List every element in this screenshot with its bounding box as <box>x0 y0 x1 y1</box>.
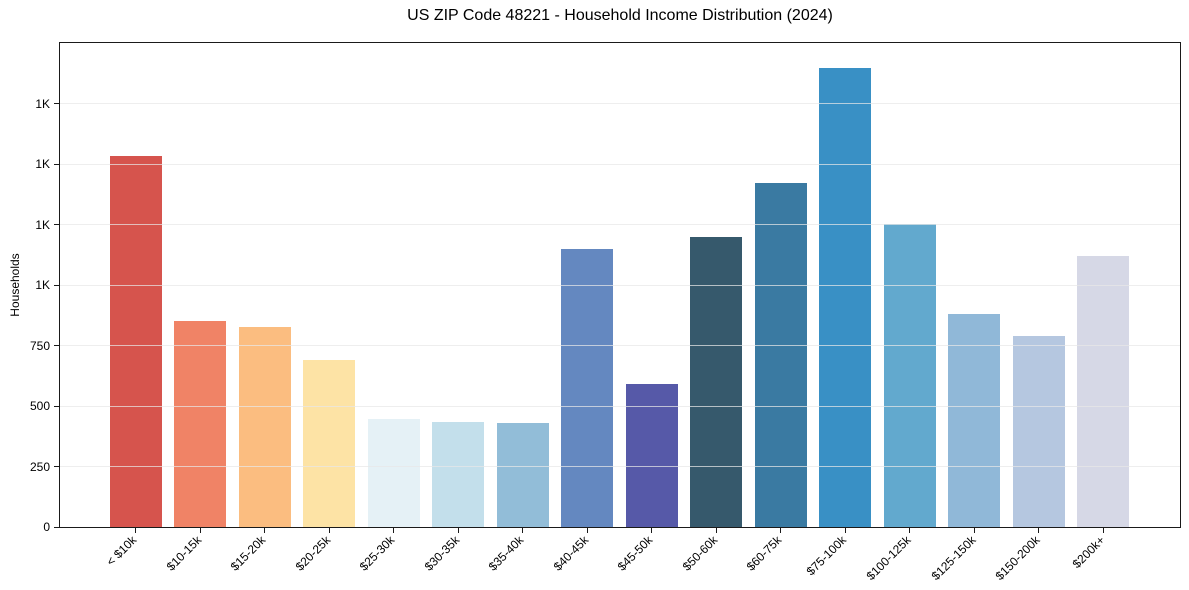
gridline <box>60 466 1180 467</box>
plot-area <box>60 43 1180 527</box>
x-tick-label: $75-100k <box>803 533 850 579</box>
x-tick-mark <box>135 528 136 533</box>
x-tick-mark <box>199 528 201 533</box>
y-tick-label: 750 <box>29 338 50 353</box>
x-tick-mark <box>651 528 653 533</box>
x-tick-mark <box>844 528 846 533</box>
y-tick-label: 1K <box>35 217 50 232</box>
x-tick-mark <box>715 528 717 533</box>
gridline <box>60 224 1180 225</box>
x-tick-label: $20-25k <box>292 533 333 574</box>
x-tick-label: $25-30k <box>356 533 398 574</box>
gridline <box>60 163 1180 165</box>
x-tick-mark <box>328 528 330 533</box>
x-tick-label: $125-150k <box>928 533 979 584</box>
bar <box>238 326 291 527</box>
y-tick-label: 500 <box>29 399 50 413</box>
x-tick-label: $100-125k <box>863 533 914 584</box>
bar <box>819 67 872 527</box>
bar <box>625 383 678 527</box>
bar <box>561 249 614 527</box>
y-tick-mark <box>54 345 59 346</box>
y-tick-mark <box>54 405 59 407</box>
x-tick-mark <box>457 528 459 533</box>
x-tick-label: $10-15k <box>163 533 204 574</box>
y-tick-label: 250 <box>29 459 50 474</box>
chart-title: US ZIP Code 48221 - Household Income Dis… <box>407 7 833 24</box>
x-tick-label: $150-200k <box>992 533 1043 584</box>
x-tick-mark <box>264 528 266 533</box>
y-tick-mark <box>54 526 59 528</box>
y-tick-mark <box>54 284 59 286</box>
bar <box>948 314 1001 527</box>
gridline <box>60 103 1180 104</box>
gridline <box>60 284 1180 286</box>
y-tick-label: 0 <box>43 520 50 534</box>
x-tick-label: $30-35k <box>421 533 463 574</box>
x-tick-mark <box>973 528 975 533</box>
y-tick-label: 1K <box>35 278 50 292</box>
x-tick-mark <box>909 528 911 533</box>
x-tick-label: $15-20k <box>227 533 269 574</box>
bar <box>174 321 227 527</box>
bar <box>883 224 936 527</box>
y-tick-label: 1K <box>35 157 50 171</box>
x-tick-label: $50-60k <box>679 533 721 574</box>
x-tick-label: < $10k <box>103 533 140 569</box>
y-tick-mark <box>54 103 59 104</box>
y-tick-mark <box>54 224 59 225</box>
x-tick-mark <box>1038 528 1040 533</box>
y-tick-label: 1K <box>35 96 50 111</box>
x-tick-mark <box>1102 528 1104 533</box>
x-tick-label: $40-45k <box>550 533 592 574</box>
bar <box>1077 256 1130 527</box>
bar <box>432 421 485 527</box>
gridline <box>60 345 1180 346</box>
gridline <box>60 405 1180 407</box>
x-tick-label: $200k+ <box>1069 533 1108 571</box>
bar <box>754 183 807 527</box>
bar <box>109 155 162 527</box>
y-tick-mark <box>54 163 59 165</box>
bar <box>1012 336 1065 527</box>
x-tick-mark <box>586 528 588 533</box>
y-tick-mark <box>54 466 59 467</box>
x-tick-mark <box>522 528 524 533</box>
x-tick-label: $45-50k <box>615 533 656 574</box>
x-tick-label: $60-75k <box>744 533 785 574</box>
x-tick-label: $35-40k <box>486 533 527 574</box>
bar <box>690 236 743 527</box>
x-tick-mark <box>393 528 395 533</box>
x-tick-mark <box>780 528 782 533</box>
bar <box>303 359 356 527</box>
bar <box>496 423 549 527</box>
bar <box>367 419 420 527</box>
